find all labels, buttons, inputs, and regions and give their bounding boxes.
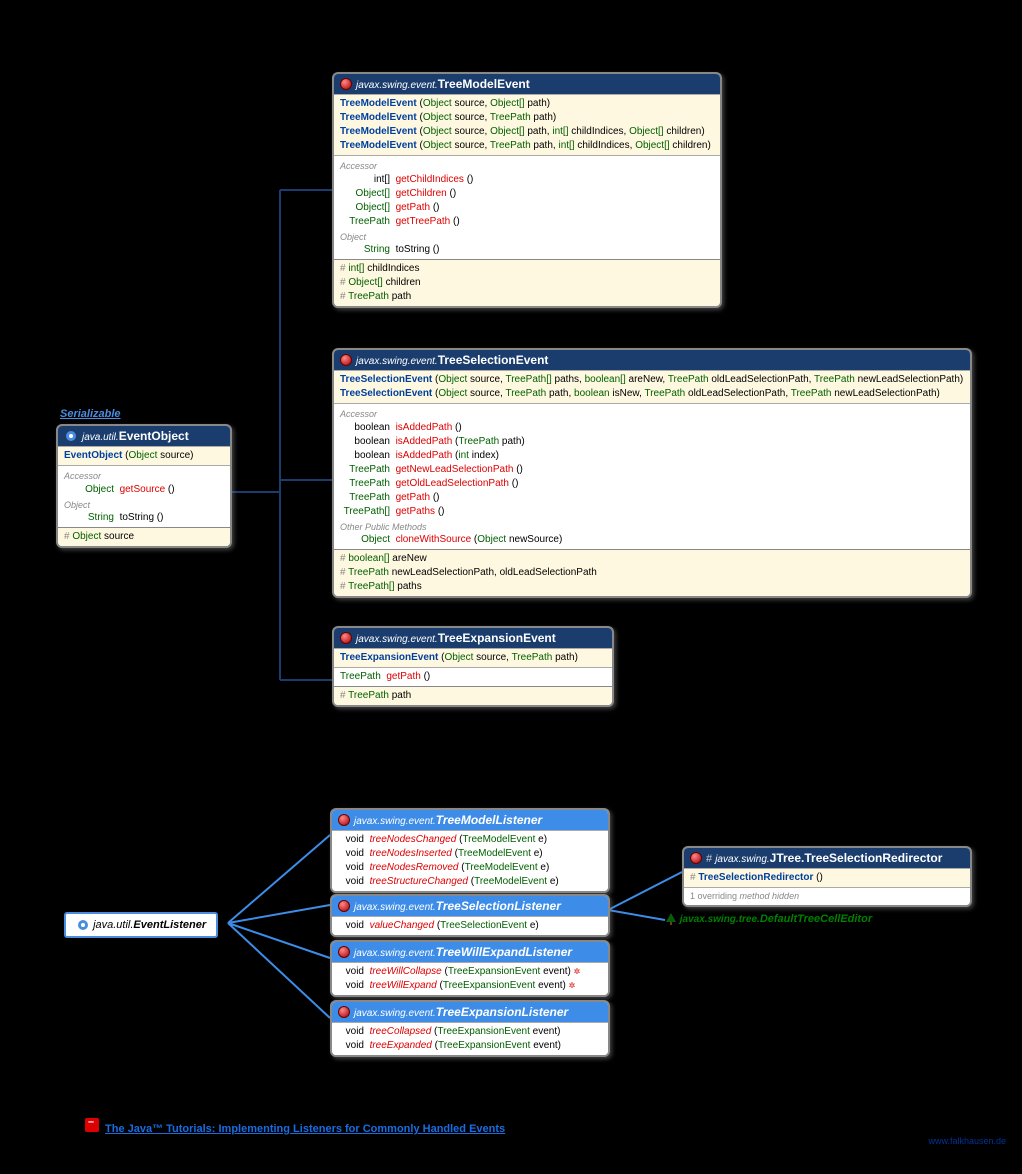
tree-icon <box>665 912 677 926</box>
tree-selection-redirector-header: # javax.swing.JTree.TreeSelectionRedirec… <box>684 848 970 868</box>
tree-model-event-class: javax.swing.event.TreeModelEvent TreeMod… <box>332 72 722 308</box>
tree-model-event-ctors: TreeModelEvent (Object source, Object[] … <box>334 94 720 155</box>
tree-model-listener-header: javax.swing.event.TreeModelListener <box>332 810 608 830</box>
tree-selection-listener-header: javax.swing.event.TreeSelectionListener <box>332 896 608 916</box>
serializable-label[interactable]: Serializable <box>60 408 121 420</box>
class-icon <box>340 78 352 90</box>
tree-model-listener-class: javax.swing.event.TreeModelListener void… <box>330 808 610 893</box>
class-icon <box>340 632 352 644</box>
tree-selection-event-header: javax.swing.event.TreeSelectionEvent <box>334 350 970 370</box>
tree-model-event-header: javax.swing.event.TreeModelEvent <box>334 74 720 94</box>
event-object-header: java.util.EventObject <box>58 426 230 446</box>
class-icon <box>338 814 350 826</box>
tree-selection-listener-class: javax.swing.event.TreeSelectionListener … <box>330 894 610 937</box>
event-listener-interface[interactable]: java.util.EventListener <box>64 912 218 938</box>
default-tree-cell-editor-link[interactable]: javax.swing.tree.DefaultTreeCellEditor <box>665 912 872 926</box>
gear-icon <box>64 429 78 443</box>
tree-selection-redirector-class: # javax.swing.JTree.TreeSelectionRedirec… <box>682 846 972 907</box>
tree-will-expand-listener-header: javax.swing.event.TreeWillExpandListener <box>332 942 608 962</box>
gear-icon <box>76 918 90 932</box>
oracle-icon <box>85 1118 99 1132</box>
tree-expansion-listener-class: javax.swing.event.TreeExpansionListener … <box>330 1000 610 1057</box>
tree-expansion-event-class: javax.swing.event.TreeExpansionEvent Tre… <box>332 626 614 707</box>
tutorials-link[interactable]: The Java™ Tutorials: Implementing Listen… <box>85 1118 505 1135</box>
attribution[interactable]: www.falkhausen.de <box>928 1136 1006 1146</box>
class-icon <box>338 946 350 958</box>
event-object-class: java.util.EventObject EventObject (Objec… <box>56 424 232 548</box>
class-icon <box>340 354 352 366</box>
class-icon <box>690 852 702 864</box>
class-icon <box>338 1006 350 1018</box>
tree-will-expand-listener-class: javax.swing.event.TreeWillExpandListener… <box>330 940 610 997</box>
tree-selection-event-class: javax.swing.event.TreeSelectionEvent Tre… <box>332 348 972 598</box>
tree-expansion-event-header: javax.swing.event.TreeExpansionEvent <box>334 628 612 648</box>
tree-expansion-listener-header: javax.swing.event.TreeExpansionListener <box>332 1002 608 1022</box>
class-icon <box>338 900 350 912</box>
